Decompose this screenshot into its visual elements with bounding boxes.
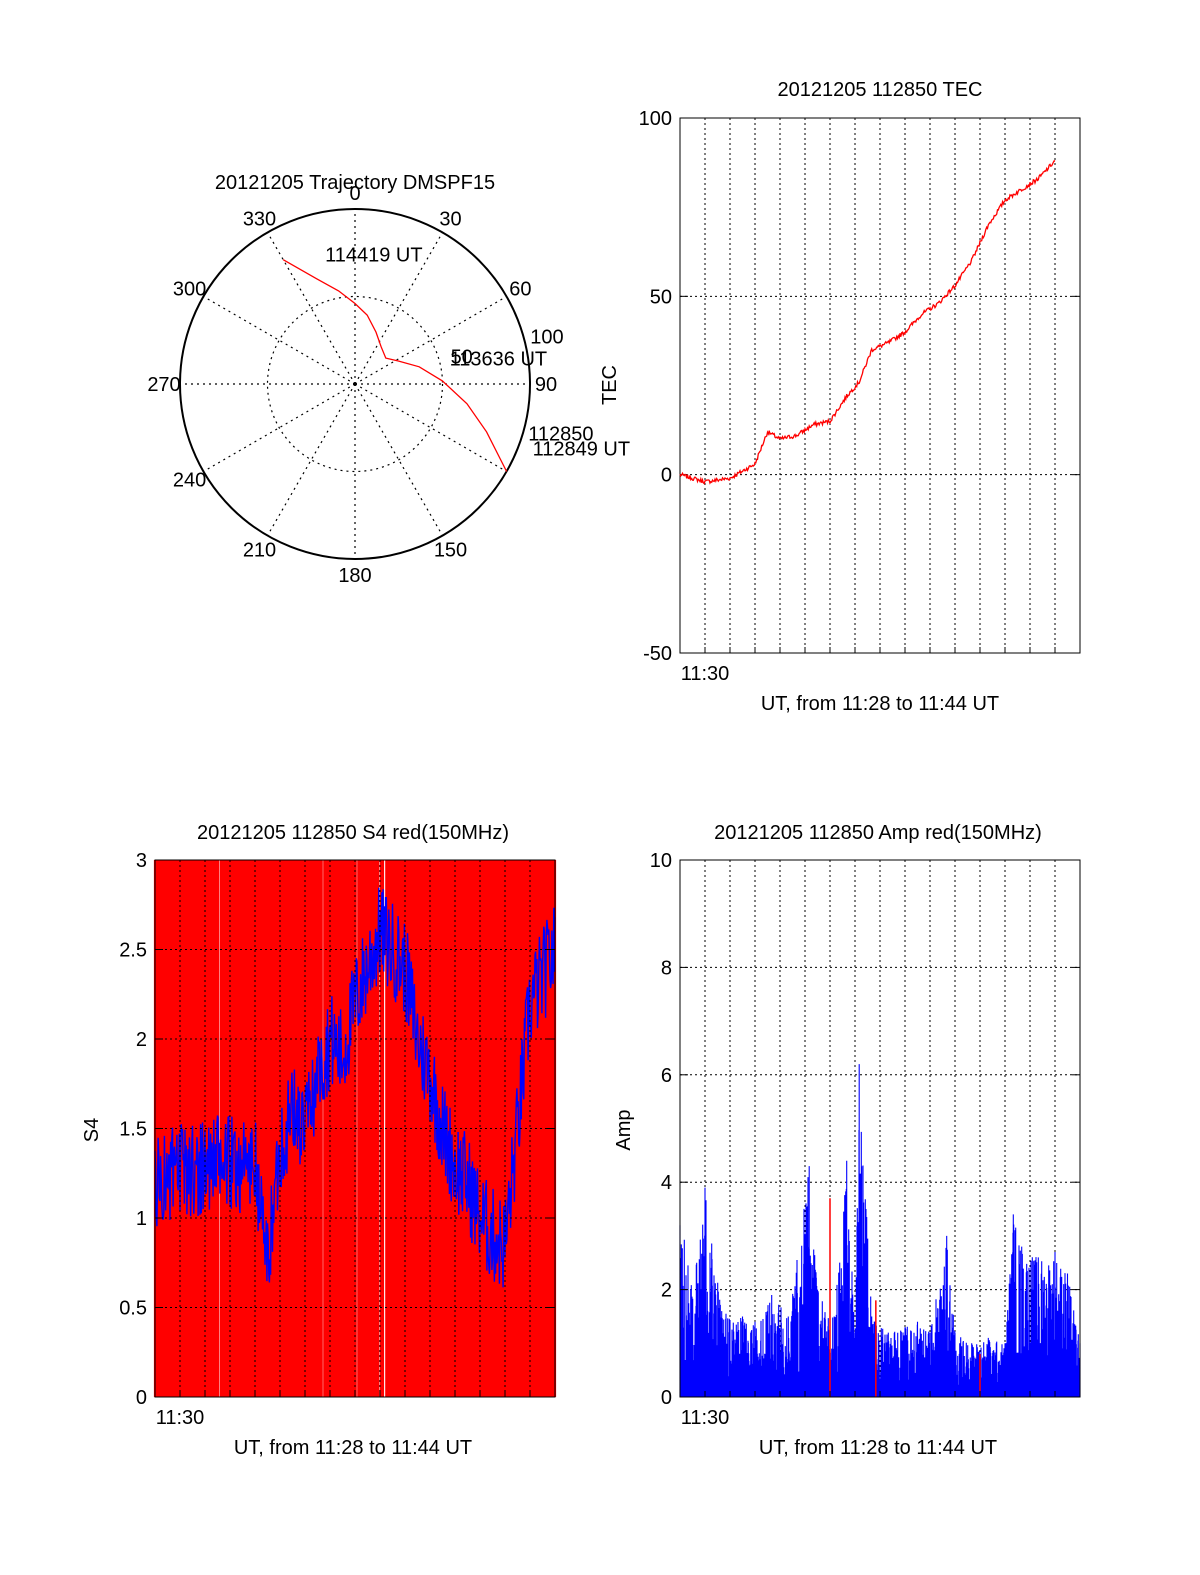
polar-trajectory — [282, 259, 508, 472]
polar-spoke — [266, 232, 356, 385]
s4-title: 20121205 112850 S4 red(150MHz) — [197, 822, 509, 844]
y-tick-label: -50 — [643, 643, 672, 665]
y-tick-label: 1.5 — [119, 1119, 147, 1141]
polar-angle-tick-label: 270 — [147, 374, 180, 396]
polar-time-annotation: 114419 UT — [325, 244, 422, 266]
polar-angle-tick-label: 90 — [535, 374, 557, 396]
polar-angle-tick-label: 30 — [439, 209, 461, 231]
polar-angle-tick-label: 180 — [338, 565, 371, 587]
polar-angle-tick-label: 300 — [173, 279, 206, 301]
y-tick-label: 0 — [661, 465, 672, 487]
amp-y-axis-label: Amp — [613, 1109, 635, 1150]
polar-inner-circle — [266, 295, 444, 473]
tec-grid — [680, 118, 1080, 653]
s4-panel: 20121205 112850 S4 red(150MHz) 0 0.5 1 1.5 2… — [81, 822, 557, 1459]
polar-grid — [179, 208, 531, 560]
tec-panel: 20121205 112850 TEC -50 0 50 100 11:30 UT, … — [599, 79, 1081, 715]
tec-series — [679, 159, 1056, 485]
y-tick-label: 50 — [650, 286, 672, 308]
y-tick-label: 0.5 — [119, 1298, 147, 1320]
y-tick-label: 2 — [661, 1280, 672, 1302]
amp-series — [679, 1064, 1081, 1397]
s4-y-ticks: 0 0.5 1 1.5 2 2.5 3 — [119, 850, 555, 1409]
polar-trajectory-line — [282, 259, 508, 472]
polar-angle-tick-label: 150 — [434, 539, 467, 561]
amp-title: 20121205 112850 Amp red(150MHz) — [714, 822, 1042, 844]
polar-angle-tick-label: 330 — [243, 209, 276, 231]
polar-angle-tick-label: 60 — [509, 279, 531, 301]
y-tick-label: 8 — [661, 957, 672, 979]
y-tick-label: 10 — [650, 850, 672, 872]
polar-time-annotation: 112849 UT — [533, 439, 630, 461]
polar-radial-tick-label: 50 — [451, 346, 473, 368]
s4-x-ticks: 11:30 — [156, 1391, 531, 1429]
polar-spoke — [354, 383, 444, 536]
y-tick-label: 3 — [136, 850, 147, 872]
x-tick-label: 11:30 — [681, 663, 730, 685]
y-tick-label: 1 — [136, 1208, 147, 1230]
tec-x-ticks: 11:30 — [681, 647, 1056, 685]
polar-angle-tick-label: 0 — [349, 183, 360, 205]
s4-x-axis-label: UT, from 11:28 to 11:44 UT — [234, 1437, 472, 1459]
y-tick-label: 2.5 — [119, 940, 147, 962]
y-tick-label: 4 — [661, 1172, 672, 1194]
x-tick-label: 11:30 — [156, 1407, 205, 1429]
s4-blue-line — [154, 887, 556, 1288]
polar-angle-tick-label: 210 — [243, 539, 276, 561]
polar-time-annotation: 112850 — [528, 424, 593, 446]
polar-spoke — [354, 295, 507, 385]
tec-y-ticks: -50 0 50 100 — [639, 108, 1080, 665]
polar-spoke — [203, 295, 356, 385]
polar-spoke — [354, 383, 507, 473]
amp-x-axis-label: UT, from 11:28 to 11:44 UT — [759, 1437, 997, 1459]
amp-grid — [680, 860, 1080, 1397]
y-tick-label: 0 — [136, 1387, 147, 1409]
tec-x-axis-label: UT, from 11:28 to 11:44 UT — [761, 693, 999, 715]
polar-angle-labels: 0 30 60 90 150 180 210 240 270 300 330 — [147, 183, 557, 587]
tec-title: 20121205 112850 TEC — [778, 79, 983, 101]
polar-radial-labels: 50 100 — [451, 327, 564, 369]
s4-y-axis-label: S4 — [81, 1118, 103, 1142]
amp-x-ticks: 11:30 — [681, 1391, 1056, 1429]
x-tick-label: 11:30 — [681, 1407, 730, 1429]
y-tick-label: 0 — [661, 1387, 672, 1409]
polar-spoke — [354, 232, 444, 385]
tec-line — [679, 159, 1056, 485]
y-tick-label: 2 — [136, 1029, 147, 1051]
y-tick-label: 100 — [639, 108, 672, 130]
polar-spoke — [203, 383, 356, 473]
polar-title: 20121205 Trajectory DMSPF15 — [215, 172, 495, 194]
polar-time-annotation: 113636 UT — [450, 349, 547, 371]
polar-spoke — [266, 383, 356, 536]
amp-panel: 20121205 112850 Amp red(150MHz) 0246810 … — [613, 822, 1081, 1459]
amp-y-ticks: 0 2 4 6 8 10 — [650, 850, 1080, 1409]
s4-grid — [155, 860, 555, 1397]
y-tick-label: 6 — [661, 1065, 672, 1087]
polar-panel: 20121205 Trajectory DMSPF15 0 30 60 90 150 18… — [147, 172, 630, 587]
tec-y-axis-label: TEC — [599, 365, 621, 405]
polar-angle-tick-label: 240 — [173, 470, 206, 492]
polar-radial-tick-label: 100 — [530, 327, 563, 349]
